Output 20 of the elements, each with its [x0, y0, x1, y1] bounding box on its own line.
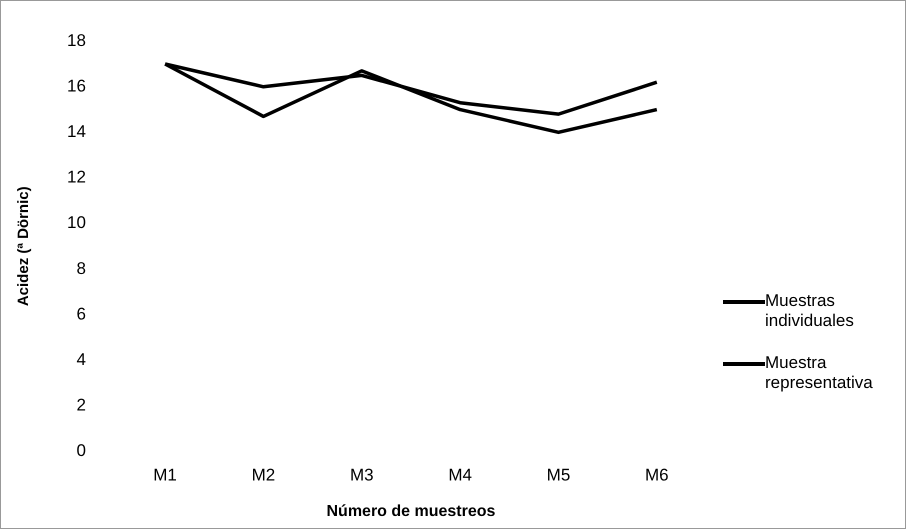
x-tick-label: M2 [252, 465, 276, 484]
x-axis-title: Número de muestreos [326, 502, 496, 520]
x-tick-label: M4 [448, 465, 472, 484]
y-tick-label: 2 [76, 396, 86, 415]
y-tick-label: 16 [66, 76, 86, 96]
y-tick-label: 12 [66, 168, 86, 187]
y-tick-label: 10 [66, 213, 86, 232]
legend-label: Muestras individuales [765, 291, 855, 331]
legend-label: Muestra representativa [765, 353, 874, 393]
y-tick-label: 0 [76, 441, 86, 460]
x-tick-label: M6 [645, 465, 669, 484]
y-tick-label: 4 [76, 350, 86, 369]
x-tick-label: M5 [546, 465, 570, 484]
y-tick-label: 8 [76, 258, 86, 278]
y-tick-label: 14 [66, 122, 86, 142]
y-axis-title: Acidez (ª Dörnic) [15, 186, 32, 306]
x-tick-label: M1 [153, 465, 177, 484]
y-tick-label: 6 [76, 304, 86, 324]
x-tick-label: M3 [350, 465, 374, 484]
y-tick-label: 18 [66, 30, 86, 50]
